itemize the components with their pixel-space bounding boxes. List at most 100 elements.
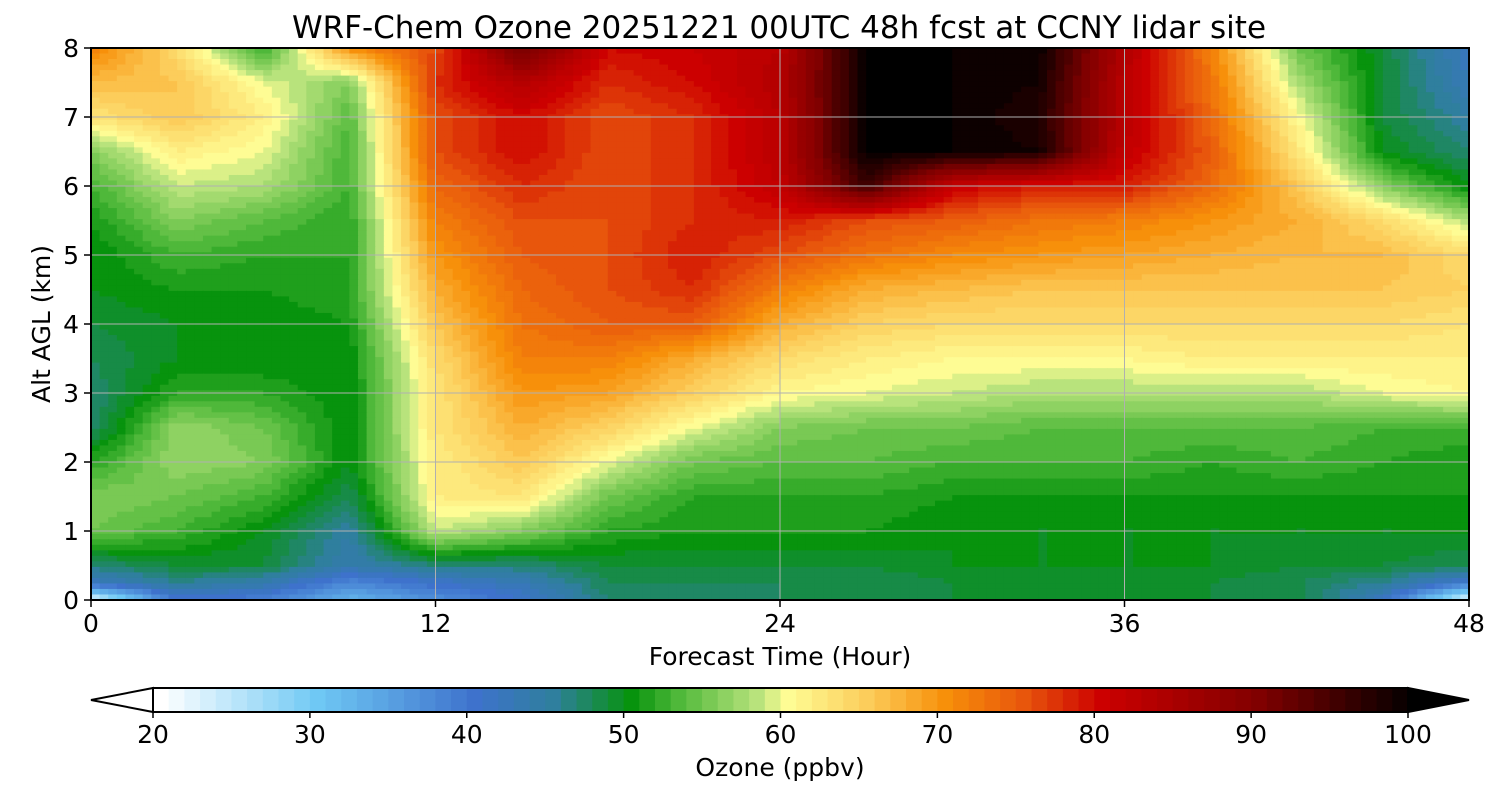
contour-cell: [564, 213, 574, 220]
contour-cell: [702, 119, 712, 126]
contour-cell: [1434, 202, 1444, 209]
contour-cell: [452, 180, 462, 187]
contour-cell: [1245, 152, 1255, 159]
contour-cell: [418, 53, 428, 60]
contour-cell: [848, 197, 859, 204]
contour-cell: [530, 48, 540, 55]
contour-cell: [323, 163, 333, 171]
contour-cell: [1029, 125, 1039, 132]
contour-cell: [754, 163, 764, 171]
contour-cell: [1236, 53, 1246, 60]
contour-cell: [745, 125, 755, 132]
contour-cell: [1236, 48, 1246, 55]
contour-cell: [1133, 208, 1143, 215]
contour-cell: [495, 169, 505, 176]
contour-cell: [1081, 186, 1091, 193]
contour-cell: [1141, 108, 1151, 115]
contour-cell: [271, 103, 282, 110]
contour-cell: [1046, 202, 1057, 209]
contour-cell: [780, 136, 790, 143]
contour-cell: [530, 130, 540, 137]
contour-cell: [426, 141, 437, 148]
contour-cell: [1141, 130, 1151, 137]
contour-cell: [780, 48, 790, 55]
contour-cell: [280, 53, 290, 60]
contour-cell: [246, 97, 256, 104]
contour-cell: [1133, 103, 1143, 110]
contour-cell: [1046, 108, 1057, 115]
contour-cell: [1193, 174, 1203, 182]
contour-cell: [1253, 108, 1263, 115]
contour-cell: [788, 75, 798, 82]
contour-cell: [237, 174, 247, 182]
contour-cell: [805, 158, 816, 165]
contour-cell: [142, 108, 152, 115]
contour-cell: [1064, 119, 1074, 126]
contour-cell: [736, 81, 747, 88]
contour-cell: [891, 125, 902, 132]
contour-cell: [289, 70, 299, 77]
contour-cell: [530, 152, 540, 159]
contour-cell: [349, 53, 359, 60]
contour-cell: [444, 75, 454, 82]
contour-cell: [1348, 186, 1358, 193]
contour-cell: [891, 197, 902, 204]
contour-cell: [1107, 197, 1117, 204]
contour-cell: [848, 202, 859, 209]
contour-cell: [1124, 169, 1134, 176]
contour-cell: [168, 59, 178, 66]
contour-cell: [1107, 163, 1117, 171]
contour-cell: [797, 92, 807, 99]
contour-cell: [108, 125, 118, 132]
contour-cell: [366, 208, 376, 215]
contour-cell: [108, 64, 118, 71]
contour-cell: [366, 92, 376, 99]
contour-cell: [736, 186, 747, 193]
contour-cell: [814, 64, 824, 71]
contour-cell: [1417, 130, 1427, 137]
contour-cell: [461, 64, 471, 71]
contour-cell: [1021, 64, 1031, 71]
contour-cell: [1408, 103, 1418, 110]
contour-cell: [151, 130, 161, 137]
contour-cell: [495, 75, 505, 82]
contour-cell: [444, 103, 454, 110]
contour-cell: [1408, 97, 1418, 104]
contour-cell: [762, 119, 772, 126]
contour-cell: [1262, 86, 1272, 93]
contour-cell: [978, 103, 988, 110]
contour-cell: [487, 86, 497, 93]
contour-cell: [151, 92, 161, 99]
contour-cell: [1443, 103, 1453, 110]
contour-cell: [1408, 147, 1418, 154]
contour-cell: [1133, 53, 1143, 60]
contour-cell: [1133, 141, 1143, 148]
contour-cell: [1400, 180, 1410, 187]
contour-cell: [91, 186, 101, 193]
contour-cell: [1090, 97, 1100, 104]
contour-cell: [788, 158, 798, 165]
contour-cell: [668, 92, 678, 99]
contour-cell: [177, 48, 187, 55]
contour-cell: [271, 81, 282, 88]
contour-cell: [426, 174, 437, 182]
contour-cell: [900, 86, 910, 93]
contour-cell: [142, 97, 152, 104]
contour-cell: [969, 197, 979, 204]
contour-cell: [1262, 208, 1272, 215]
contour-cell: [1167, 64, 1177, 71]
contour-cell: [168, 119, 178, 126]
contour-cell: [1460, 125, 1470, 132]
contour-cell: [986, 202, 996, 209]
contour-cell: [624, 81, 635, 88]
contour-cell: [1107, 119, 1117, 126]
contour-cell: [340, 147, 350, 154]
contour-cell: [487, 103, 497, 110]
contour-cell: [392, 208, 402, 215]
contour-cell: [986, 213, 996, 220]
contour-cell: [1193, 70, 1203, 77]
contour-cell: [719, 174, 729, 182]
contour-cell: [1141, 53, 1151, 60]
contour-cell: [676, 208, 686, 215]
contour-cell: [1124, 70, 1134, 77]
